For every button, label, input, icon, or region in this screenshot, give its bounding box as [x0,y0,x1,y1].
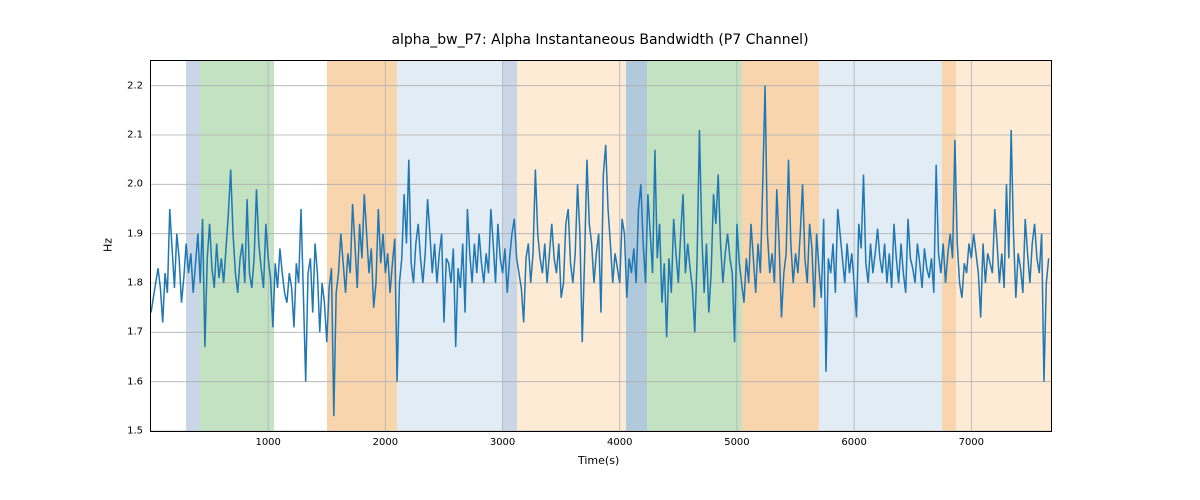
y-tick-label: 1.9 [113,228,143,239]
y-tick-label: 1.7 [113,327,143,338]
x-tick-label: 1000 [255,437,280,448]
plot-axes: 1000200030004000500060007000 1.51.61.71.… [150,60,1052,432]
y-axis-label: Hz [102,238,115,252]
y-tick-label: 1.5 [113,426,143,437]
y-tick-label: 2.1 [113,130,143,141]
y-tick-label: 1.8 [113,278,143,289]
x-axis-label: Time(s) [578,454,619,467]
data-line [151,61,1051,431]
x-tick-label: 4000 [607,437,632,448]
y-tick-label: 2.0 [113,179,143,190]
x-tick-label: 3000 [490,437,515,448]
x-tick-label: 5000 [724,437,749,448]
x-tick-label: 7000 [959,437,984,448]
chart-title: alpha_bw_P7: Alpha Instantaneous Bandwid… [0,32,1200,48]
y-tick-label: 2.2 [113,80,143,91]
y-tick-label: 1.6 [113,376,143,387]
figure: alpha_bw_P7: Alpha Instantaneous Bandwid… [0,0,1200,500]
plot-area [151,61,1051,431]
x-tick-label: 6000 [841,437,866,448]
x-tick-label: 2000 [373,437,398,448]
